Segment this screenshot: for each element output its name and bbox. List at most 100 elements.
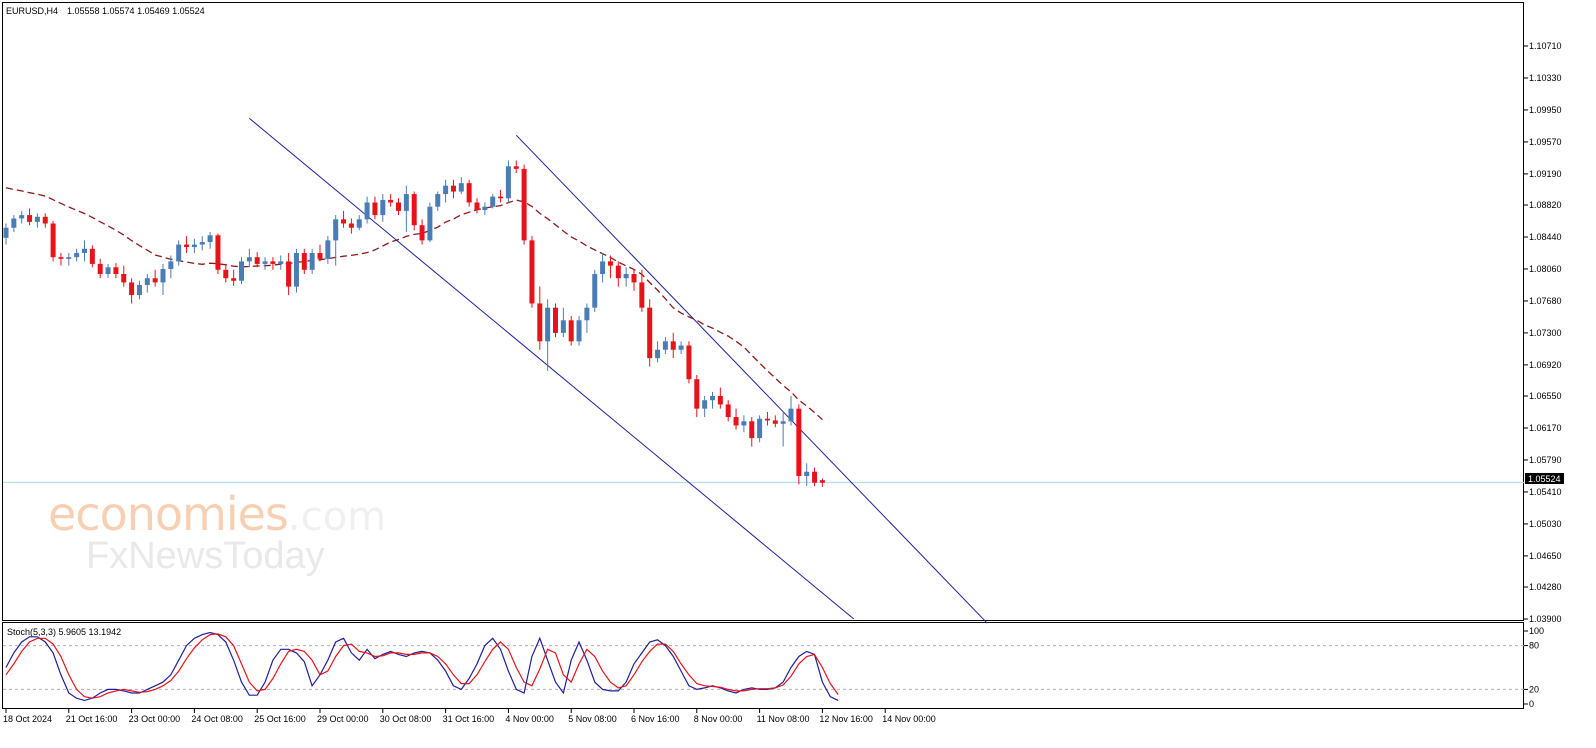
candle-body [419,225,425,241]
candle-body [152,278,158,283]
candle [160,263,166,296]
candle [309,248,315,275]
candle-body [207,235,213,243]
candle-body [427,206,433,241]
price-tick-label: 1.08820 [1529,200,1562,210]
candle-body [537,303,543,342]
candle [325,236,331,264]
candle-body [678,345,684,350]
candle [662,337,668,354]
candle [152,269,158,287]
candle-body [584,307,590,321]
candle-body [639,282,645,308]
candle [749,417,755,447]
time-tick-label: 25 Oct 16:00 [254,714,306,724]
candle-body [725,404,731,418]
candle [168,255,174,279]
candle [333,215,339,266]
candle-body [694,379,700,409]
candle [678,341,684,354]
candle [66,252,72,266]
candle [576,316,582,346]
candle [772,415,778,428]
stoch-tick-label: 0 [1529,699,1534,709]
candle [403,185,409,232]
current-price-tag-text: 1.05524 [1528,474,1561,484]
candle [262,257,268,270]
candle [176,240,182,266]
time-tick-label: 30 Oct 08:00 [380,714,432,724]
price-tick-label: 1.10330 [1529,73,1562,83]
candle-body [749,421,755,439]
stoch-axis: 100 80 20 0 [1524,626,1544,709]
candle [819,478,825,487]
candle [223,263,229,283]
candle [537,286,543,350]
stoch-plot-frame [2,622,1524,709]
candle-body [380,199,386,216]
candle [466,179,472,207]
ohlc-label: 1.05558 1.05574 1.05469 1.05524 [67,6,205,16]
candle [50,221,56,262]
candle [812,467,818,487]
candle-body [812,471,818,483]
candle [191,238,197,253]
candle [443,179,449,203]
candle-body [246,257,252,262]
candle [199,236,205,251]
candle [702,396,708,418]
candle [254,252,260,268]
candle [121,265,127,287]
candle-body [317,252,323,259]
candle-body [262,261,268,264]
candle-body [513,166,519,169]
candle [458,177,464,195]
candle-body [647,307,653,359]
candle [592,269,598,312]
main-plot-frame [2,2,1524,621]
candle [631,269,637,291]
candle-body [50,223,56,258]
candle [513,160,519,174]
candle-body [819,480,825,483]
candle-body [702,400,708,409]
channel-line-lower [249,117,855,620]
watermark-fxnewstoday: FxNewsToday [86,535,325,577]
stoch-lines [5,631,839,702]
time-axis: 18 Oct 2024 21 Oct 16:00 23 Oct 00:00 24 Oc… [3,709,936,724]
candle [11,215,17,232]
candle-body [223,269,229,279]
candle-body [576,320,582,342]
candle [270,257,276,270]
candle [584,303,590,333]
candle-body [11,218,17,228]
moving-average [5,187,823,421]
candle [553,303,558,338]
watermark: economies .com FxNewsToday [48,487,386,577]
candle [348,218,354,234]
candle-body [733,417,739,426]
candle-body [278,261,284,264]
candle-body [231,278,237,281]
candle [804,463,810,487]
price-tick-label: 1.05030 [1529,519,1562,529]
candle-body [403,194,409,211]
candle-body [333,219,339,241]
candle-body [592,274,598,308]
candle-body [27,215,33,222]
candle [529,236,535,308]
candle [647,299,653,367]
candle-body [89,248,95,264]
price-tick-label: 1.06170 [1529,423,1562,433]
symbol-label: EURUSD,H4 [6,6,58,16]
time-tick-label: 12 Nov 16:00 [819,714,873,724]
candle [670,332,676,359]
candle [725,400,731,422]
price-tick-label: 1.03900 [1529,614,1562,624]
time-tick-label: 23 Oct 00:00 [129,714,181,724]
candle-body [136,284,142,296]
price-tick-label: 1.07680 [1529,296,1562,306]
candle [568,316,574,346]
candle-body [631,274,637,283]
price-tick-label: 1.05410 [1529,487,1562,497]
